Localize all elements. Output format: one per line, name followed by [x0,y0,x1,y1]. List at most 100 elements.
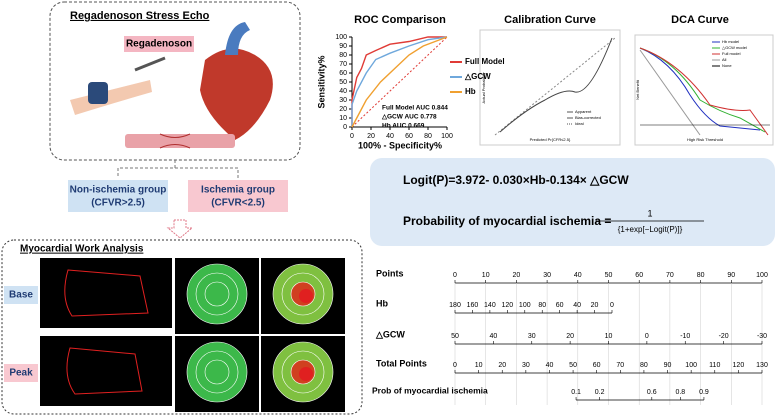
dca-hb [639,47,761,131]
nomogram-tick-label: 50 [605,272,613,279]
nomogram-tick-label: 100 [685,362,697,369]
formula-logit: Logit(P)=3.972- 0.030×Hb-0.134× △GCW [403,173,629,187]
nomogram-tick-label: 20 [591,302,599,309]
nomogram-tick-label: 50 [451,333,459,340]
pv-loop [66,347,143,395]
nomogram-tick-label: 0.9 [699,389,709,396]
nomogram-tick-label: 70 [616,362,624,369]
roc-curve [351,36,447,127]
nomogram-tick-label: 0 [645,333,649,340]
group-name: Non-ischemia group [70,185,167,196]
nomogram-tick-label: 30 [528,333,536,340]
nomogram-tick-label: 0.8 [675,389,685,396]
y-tick-label: 60 [339,70,347,77]
y-tick-label: 20 [339,106,347,113]
legend-label: Bias-corrected [575,115,601,120]
nomogram-tick-label: 180 [449,302,461,309]
nomogram-tick-label: 130 [756,362,768,369]
nomogram-tick-label: 10 [482,272,490,279]
legend-label: Full Model [465,57,505,66]
dca-all [639,49,701,136]
group-box-1 [188,180,288,212]
legend-label: Hb model [722,39,739,44]
formula-prob: Probability of myocardial ischemia = [403,214,611,228]
nomogram-tick-label: -10 [680,333,690,340]
auc-annotation: Hb AUC 0.669 [382,123,425,130]
nomogram-tick-label: 20 [498,362,506,369]
nomogram-row-label: Prob of myocardial ischemia [372,385,488,395]
nomogram-row-label: Hb [376,298,388,308]
formula-numerator: 1 [647,208,652,218]
nomogram-row-label: △GCW [375,329,405,339]
nomogram-tick-label: 0 [453,272,457,279]
pv-loop [64,269,149,317]
legend-label: Hb [465,87,476,96]
legend-label: △GCW model [722,45,747,50]
cuff [88,82,108,104]
nomogram-tick-label: 0.1 [571,389,581,396]
nomogram-tick-label: 80 [538,302,546,309]
split-arrow [117,160,239,178]
nomogram-tick-label: 60 [556,302,564,309]
nomogram-row-label: Total Points [376,358,427,368]
nomogram-tick-label: 140 [484,302,496,309]
y-tick-label: 10 [339,115,347,122]
roc-ylabel: Sensitivity% [316,55,326,108]
group-criterion: (CFVR<2.5) [211,198,265,209]
y-tick-label: 50 [339,79,347,86]
x-tick-label: 60 [405,133,413,140]
legend-label: Full model [722,51,741,56]
stenosis [159,133,191,149]
nomogram-tick-label: 100 [519,302,531,309]
group-box-0 [68,180,168,212]
nomogram-tick-label: 60 [593,362,601,369]
roc-title: ROC Comparison [354,14,446,26]
nomogram-tick-label: 100 [756,272,768,279]
y-tick-label: 0 [343,124,347,131]
nomogram-tick-label: 0 [610,302,614,309]
auc-annotation: Full Model AUC 0.844 [382,105,448,112]
row-label: Base [9,290,33,301]
y-tick-label: 90 [339,43,347,50]
dca-ylabel: Net Benefit [635,79,640,100]
drug-box [124,36,194,52]
dca-plot [634,34,774,146]
nomogram-tick-label: 70 [666,272,674,279]
work-title: Myocardial Work Analysis [20,244,144,255]
nomogram-tick-label: 30 [543,272,551,279]
calibration-xlabel: Predicted Pr{CFR≤2.5} [530,137,571,142]
nomogram-tick-label: 0.6 [647,389,657,396]
bullseye-ring [204,359,230,385]
nomogram-tick-label: 10 [605,333,613,340]
dca-full [639,47,769,136]
down-arrow [166,219,194,239]
y-tick-label: 40 [339,88,347,95]
nomogram-tick-label: -20 [719,333,729,340]
nomogram-tick-label: 20 [513,272,521,279]
x-tick-label: 20 [367,133,375,140]
calibration-ylabel: Actual Probability [481,73,486,104]
work-panels: Base Peak [4,258,345,412]
legend-label: △GCW [464,72,491,81]
calibration-plot [479,29,621,146]
hotspot [299,289,313,303]
auc-annotation: △GCW AUC 0.778 [381,114,437,121]
nomogram-tick-label: 40 [489,333,497,340]
nomogram-tick-label: 160 [467,302,479,309]
roc-curve [351,36,448,127]
nomogram-tick-label: 40 [546,362,554,369]
y-tick-label: 100 [335,34,347,41]
echo-title: Regadenoson Stress Echo [70,10,210,22]
nomogram-tick-label: 120 [501,302,513,309]
roc-xlabel: 100% - Specificity% [358,140,442,150]
x-tick-label: 100 [441,133,453,140]
x-tick-label: 40 [386,133,394,140]
nomogram-tick-label: 10 [475,362,483,369]
work-box [1,239,363,415]
row-label-box [4,364,38,382]
nomogram-tick-label: 0 [453,362,457,369]
nomogram-tick-label: 110 [709,362,720,369]
nomogram-tick-label: 80 [697,272,705,279]
legend-label: Apparent [575,109,592,114]
